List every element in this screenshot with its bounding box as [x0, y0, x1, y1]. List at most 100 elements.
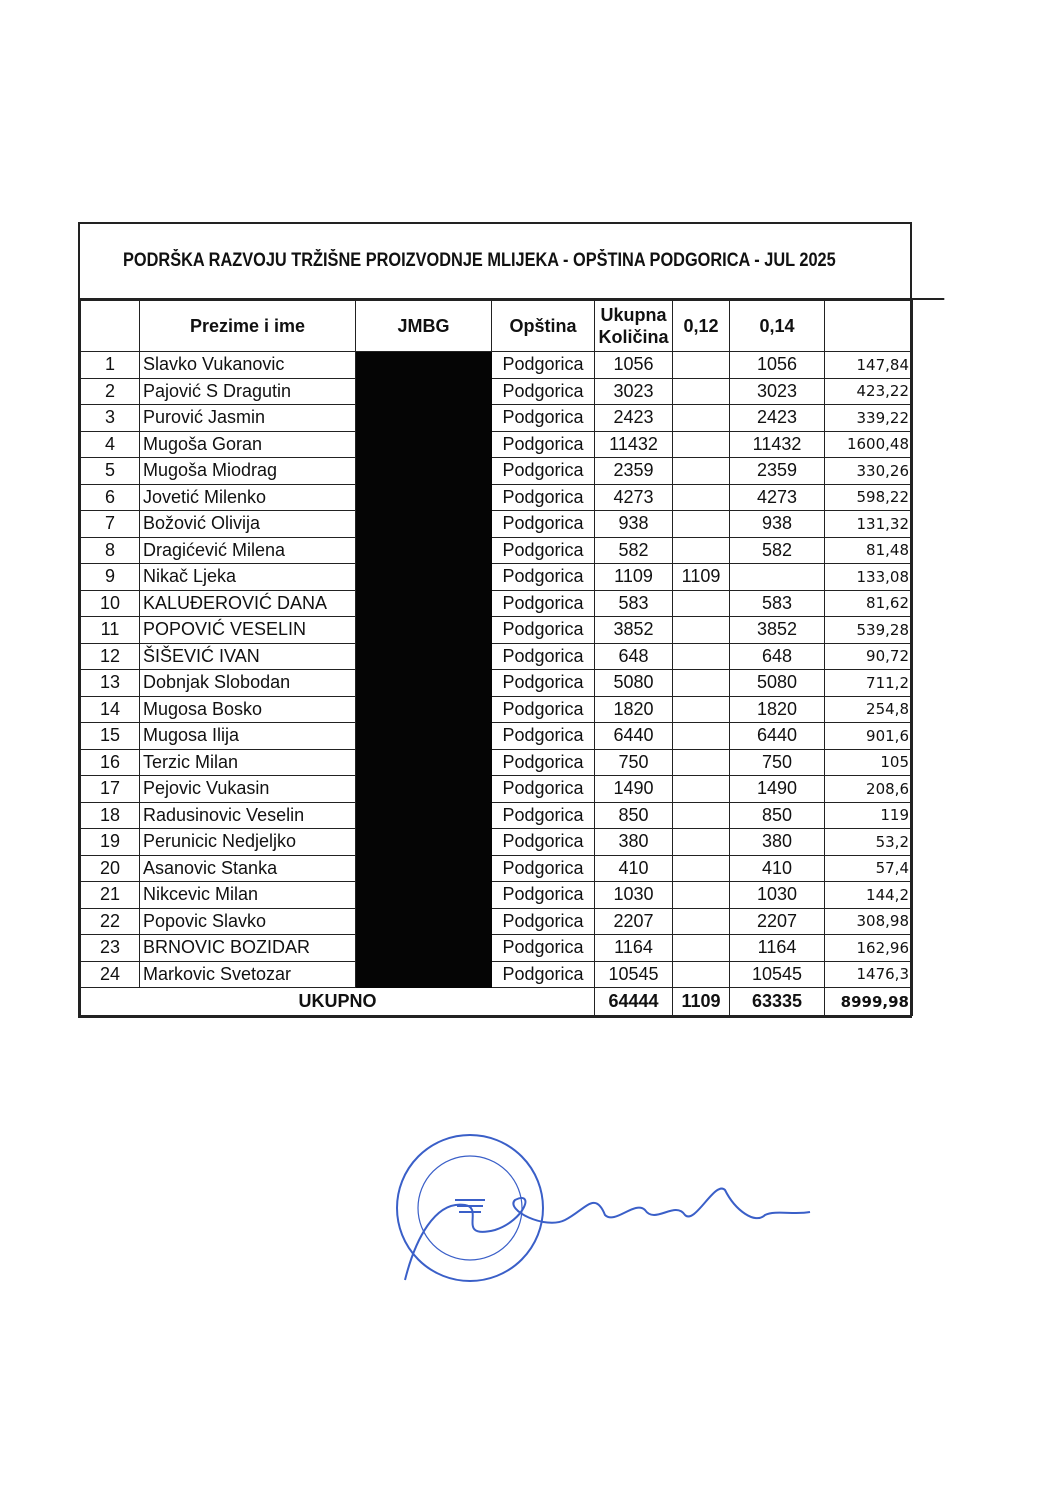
row-index: 22 — [80, 907, 140, 935]
table-row: 20 Asanovic Stanka Podgorica 410 410 57,4 — [80, 854, 913, 882]
row-index: 6 — [80, 483, 140, 511]
row-opstina: Podgorica — [491, 404, 595, 432]
row-014: 582 — [729, 536, 825, 564]
row-index: 19 — [80, 828, 140, 856]
row-index: 10 — [80, 589, 140, 617]
row-012 — [672, 642, 730, 670]
row-jmbg-redacted — [355, 457, 492, 485]
row-jmbg-redacted — [355, 510, 492, 538]
row-index: 5 — [80, 457, 140, 485]
row-012 — [672, 510, 730, 538]
row-012 — [672, 748, 730, 776]
total-012: 1109 — [672, 987, 730, 1016]
row-jmbg-redacted — [355, 377, 492, 405]
row-ukupna: 1030 — [594, 881, 673, 909]
row-ukupna: 1490 — [594, 775, 673, 803]
row-index: 23 — [80, 934, 140, 962]
row-012 — [672, 483, 730, 511]
table-row: 10 KALUĐEROVIĆ DANA Podgorica 583 583 81,62 — [80, 589, 913, 617]
row-amount: 308,98 — [824, 907, 913, 935]
row-014: 2423 — [729, 404, 825, 432]
total-014: 63335 — [729, 987, 825, 1016]
row-amount: 133,08 — [824, 563, 913, 591]
row-ukupna: 4273 — [594, 483, 673, 511]
row-amount: 105 — [824, 748, 913, 776]
row-name: Popovic Slavko — [139, 907, 356, 935]
row-opstina: Podgorica — [491, 377, 595, 405]
row-jmbg-redacted — [355, 563, 492, 591]
table-row: 16 Terzic Milan Podgorica 750 750 105 — [80, 748, 913, 776]
row-ukupna: 11432 — [594, 430, 673, 458]
row-name: Božović Olivija — [139, 510, 356, 538]
row-ukupna: 2423 — [594, 404, 673, 432]
row-name: Asanovic Stanka — [139, 854, 356, 882]
col-header-amount — [824, 300, 913, 352]
row-amount: 1600,48 — [824, 430, 913, 458]
row-name: ŠIŠEVIĆ IVAN — [139, 642, 356, 670]
row-amount: 598,22 — [824, 483, 913, 511]
row-amount: 901,6 — [824, 722, 913, 750]
row-ukupna: 1820 — [594, 695, 673, 723]
row-ukupna: 10545 — [594, 960, 673, 988]
row-014: 1056 — [729, 351, 825, 379]
row-name: Mugoša Goran — [139, 430, 356, 458]
row-opstina: Podgorica — [491, 907, 595, 935]
row-amount: 254,8 — [824, 695, 913, 723]
stamp-outer-circle — [396, 1134, 544, 1282]
row-jmbg-redacted — [355, 748, 492, 776]
row-index: 3 — [80, 404, 140, 432]
row-012 — [672, 669, 730, 697]
row-014: 410 — [729, 854, 825, 882]
row-name: Slavko Vukanovic — [139, 351, 356, 379]
row-index: 1 — [80, 351, 140, 379]
total-amount: 8999,98 — [824, 987, 913, 1016]
row-ukupna: 380 — [594, 828, 673, 856]
row-amount: 208,6 — [824, 775, 913, 803]
col-header-jmbg: JMBG — [355, 300, 492, 352]
row-opstina: Podgorica — [491, 960, 595, 988]
row-opstina: Podgorica — [491, 775, 595, 803]
row-name: Mugosa Ilija — [139, 722, 356, 750]
row-014: 2207 — [729, 907, 825, 935]
row-amount: 539,28 — [824, 616, 913, 644]
row-012 — [672, 801, 730, 829]
row-014: 5080 — [729, 669, 825, 697]
row-name: Mugosa Bosko — [139, 695, 356, 723]
row-jmbg-redacted — [355, 616, 492, 644]
table-row: 1 Slavko Vukanovic Podgorica 1056 1056 147,84 — [80, 351, 913, 379]
row-jmbg-redacted — [355, 907, 492, 935]
table-row: 5 Mugoša Miodrag Podgorica 2359 2359 330,26 — [80, 457, 913, 485]
row-012 — [672, 881, 730, 909]
row-amount: 162,96 — [824, 934, 913, 962]
table-row: 3 Purović Jasmin Podgorica 2423 2423 339,22 — [80, 404, 913, 432]
row-opstina: Podgorica — [491, 457, 595, 485]
row-014: 1490 — [729, 775, 825, 803]
col-header-014: 0,14 — [729, 300, 825, 352]
row-ukupna: 410 — [594, 854, 673, 882]
row-014 — [729, 563, 825, 591]
row-ukupna: 750 — [594, 748, 673, 776]
row-jmbg-redacted — [355, 775, 492, 803]
row-opstina: Podgorica — [491, 722, 595, 750]
row-name: Radusinovic Veselin — [139, 801, 356, 829]
row-amount: 131,32 — [824, 510, 913, 538]
row-012 — [672, 404, 730, 432]
row-012 — [672, 775, 730, 803]
row-ukupna: 583 — [594, 589, 673, 617]
row-opstina: Podgorica — [491, 934, 595, 962]
row-name: Perunicic Nedjeljko — [139, 828, 356, 856]
row-amount: 53,2 — [824, 828, 913, 856]
row-opstina: Podgorica — [491, 351, 595, 379]
document-title: PODRŠKA RAZVOJU TRŽIŠNE PROIZVODNJE MLIJ… — [80, 224, 944, 300]
row-jmbg-redacted — [355, 536, 492, 564]
col-header-index — [80, 300, 140, 352]
row-index: 17 — [80, 775, 140, 803]
row-opstina: Podgorica — [491, 748, 595, 776]
stamp-inner-circle — [417, 1155, 523, 1261]
total-ukupna: 64444 — [594, 987, 673, 1016]
total-label: UKUPNO — [80, 987, 595, 1016]
row-jmbg-redacted — [355, 828, 492, 856]
table-row: 14 Mugosa Bosko Podgorica 1820 1820 254,8 — [80, 695, 913, 723]
row-014: 850 — [729, 801, 825, 829]
table-row: 23 BRNOVIC BOZIDAR Podgorica 1164 1164 162,96 — [80, 934, 913, 962]
